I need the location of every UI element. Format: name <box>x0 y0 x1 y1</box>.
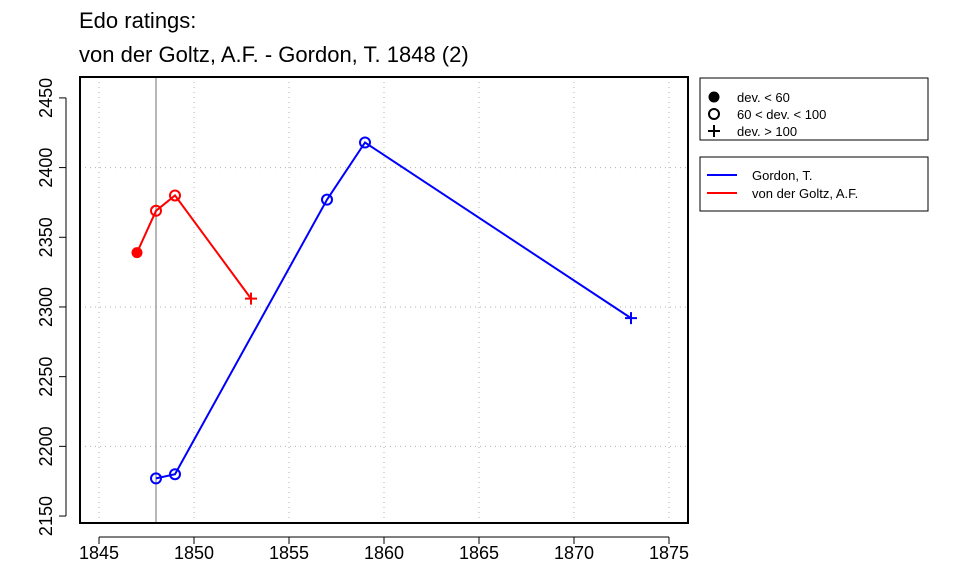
x-tick-label-1865: 1865 <box>459 543 499 563</box>
y-tick-label-2250: 2250 <box>36 357 56 397</box>
y-tick-label-2350: 2350 <box>36 217 56 257</box>
x-tick-label-1870: 1870 <box>554 543 594 563</box>
x-tick-label-1875: 1875 <box>649 543 689 563</box>
legend-marker-plus <box>708 125 720 137</box>
x-tick-label-1860: 1860 <box>364 543 404 563</box>
data-point-gordon-t-4 <box>625 312 637 325</box>
data-point-von-der-goltz-a-f-2 <box>169 189 181 202</box>
y-tick-label-2200: 2200 <box>36 426 56 466</box>
x-tick-label-1855: 1855 <box>269 543 309 563</box>
data-point-gordon-t-3 <box>359 136 371 149</box>
data-point-von-der-goltz-a-f-3 <box>245 292 257 305</box>
data-point-von-der-goltz-a-f-0 <box>131 247 143 259</box>
marker-legend-box <box>699 77 929 141</box>
legend-marker-circle-open <box>708 108 720 120</box>
y-tick-label-2400: 2400 <box>36 148 56 188</box>
y-tick-label-2450: 2450 <box>36 78 56 118</box>
series-layer <box>131 136 637 485</box>
plot-frame <box>79 76 689 524</box>
data-point-gordon-t-0 <box>150 472 162 485</box>
x-tick-label-1845: 1845 <box>79 543 119 563</box>
data-point-gordon-t-2 <box>321 193 333 206</box>
legend-marker-label-circle-filled: dev. < 60 <box>737 90 790 105</box>
legend-label-gordon-t: Gordon, T. <box>752 168 812 183</box>
legend-label-von-der-goltz-a-f: von der Goltz, A.F. <box>752 186 858 201</box>
chart-title-line-1: Edo ratings: <box>79 8 196 33</box>
legend-marker-label-plus: dev. > 100 <box>737 124 797 139</box>
y-tick-label-2150: 2150 <box>36 496 56 536</box>
x-tick-label-1850: 1850 <box>174 543 214 563</box>
series-legend: Gordon, T. von der Goltz, A.F. <box>699 156 929 212</box>
series-legend-box <box>699 156 929 212</box>
data-point-gordon-t-1 <box>169 468 181 481</box>
series-line-gordon-t <box>155 141 632 480</box>
marker-legend: dev. < 60 60 < dev. < 100 dev. > 100 <box>699 77 929 141</box>
legend-marker-label-circle-open: 60 < dev. < 100 <box>737 107 826 122</box>
chart-title-line-2: von der Goltz, A.F. - Gordon, T. 1848 (2… <box>79 42 469 67</box>
grid-lines <box>80 77 688 523</box>
series-line-von-der-goltz-a-f <box>136 194 252 300</box>
legend-marker-circle-filled <box>708 91 720 103</box>
data-point-von-der-goltz-a-f-1 <box>150 204 162 217</box>
y-tick-label-2300: 2300 <box>36 287 56 327</box>
axes: 1845 1850 1855 1860 1865 1870 1875 2150 2200 2250… <box>36 78 689 563</box>
